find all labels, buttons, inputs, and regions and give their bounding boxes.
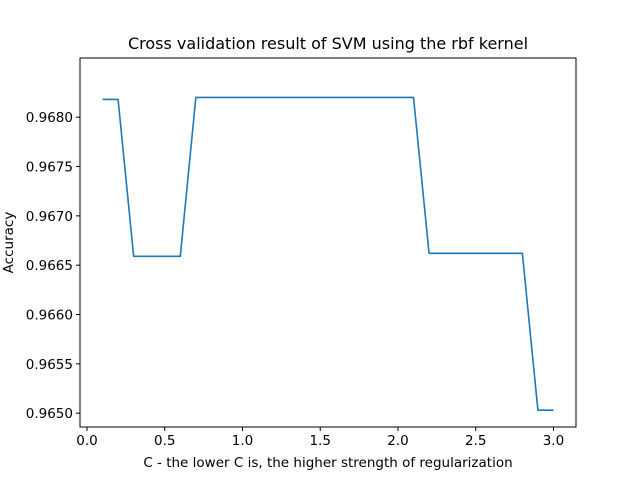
y-tick-label: 0.9665 <box>26 258 73 274</box>
y-tick-label: 0.9655 <box>26 357 73 373</box>
x-tick-label: 2.5 <box>465 433 486 449</box>
x-tick-label: 0.0 <box>76 433 97 449</box>
y-tick-label: 0.9650 <box>26 406 73 422</box>
x-axis-ticks: 0.0 0.5 1.0 1.5 2.0 2.5 3.0 <box>76 427 564 449</box>
series-line <box>102 96 554 412</box>
x-tick-label: 1.5 <box>309 433 330 449</box>
x-tick-label: 1.0 <box>232 433 253 449</box>
y-tick-label: 0.9660 <box>26 308 73 324</box>
y-tick-label: 0.9680 <box>26 110 73 126</box>
y-axis-ticks: 0.9650 0.9655 0.9660 0.9665 0.9670 0.9675 0.96… <box>26 110 80 422</box>
x-tick-label: 3.0 <box>543 433 564 449</box>
y-tick-label: 0.9675 <box>26 160 73 176</box>
y-tick-label: 0.9670 <box>26 209 73 225</box>
plot-area-frame <box>79 57 577 428</box>
series-layer <box>102 96 554 412</box>
chart-title: Cross validation result of SVM using the… <box>128 34 528 53</box>
x-tick-label: 2.0 <box>387 433 408 449</box>
x-tick-label: 0.5 <box>154 433 175 449</box>
y-axis-label: Accuracy <box>1 212 17 274</box>
x-axis-label: C - the lower C is, the higher strength … <box>143 455 512 471</box>
